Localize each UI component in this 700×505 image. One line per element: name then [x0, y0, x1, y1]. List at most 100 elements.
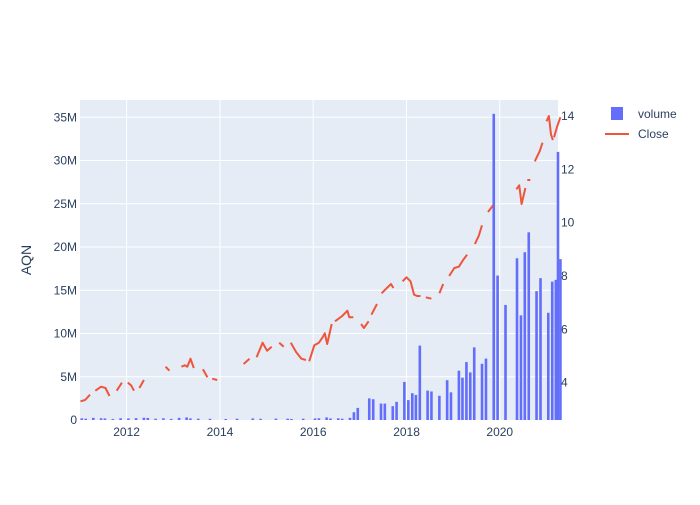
- volume-bar: [356, 407, 360, 420]
- volume-bar: [395, 401, 398, 420]
- volume-bar: [410, 393, 414, 420]
- volume-bar: [134, 418, 138, 420]
- volume-bar: [379, 403, 383, 420]
- volume-bar: [154, 418, 157, 420]
- volume-bar: [127, 418, 130, 420]
- volume-bar: [274, 418, 278, 420]
- close-line-segment: [289, 342, 307, 361]
- volume-bar: [391, 406, 395, 420]
- volume-bar: [290, 418, 293, 420]
- close-line-segment: [515, 184, 527, 205]
- close-line-segment: [438, 283, 445, 294]
- volume-bar: [449, 392, 453, 420]
- volume-bar: [546, 312, 550, 420]
- y-left-tick-label: 20M: [54, 240, 77, 254]
- volume-bar: [539, 278, 542, 420]
- volume-bar: [472, 347, 476, 420]
- volume-bar: [169, 418, 173, 420]
- close-line-segment: [211, 377, 218, 381]
- y-left-tick-label: 0: [70, 413, 77, 427]
- legend-item-close[interactable]: Close: [605, 127, 669, 141]
- volume-bar: [251, 418, 255, 420]
- volume-bar: [556, 151, 560, 420]
- close-line-segment: [80, 394, 91, 403]
- y-left-tick-label: 30M: [54, 154, 77, 168]
- volume-bar: [484, 358, 488, 420]
- volume-bar: [352, 412, 356, 420]
- legend[interactable]: volume Close: [605, 107, 677, 141]
- close-line-segment: [360, 320, 370, 329]
- volume-bar: [313, 418, 317, 420]
- plot-area: [80, 100, 558, 420]
- volume-bar: [559, 259, 562, 420]
- close-line-segment: [127, 381, 135, 392]
- volume-bar: [119, 418, 122, 420]
- close-line-segment: [115, 382, 123, 392]
- volume-bar: [515, 258, 519, 420]
- x-axis: 2012 2014 2016 2018 2020: [113, 425, 513, 439]
- y-right-tick-label: 8: [561, 269, 568, 283]
- volume-bar: [80, 418, 84, 420]
- y-right-tick-label: 4: [561, 376, 568, 390]
- close-line-segment: [278, 341, 285, 348]
- close-line-segment: [370, 303, 378, 316]
- y-right-tick-label: 14: [561, 109, 575, 123]
- close-line-segment: [164, 366, 171, 372]
- volume-bar: [259, 418, 262, 420]
- volume-bar: [480, 363, 484, 420]
- volume-bar: [418, 345, 422, 420]
- volume-bar: [371, 399, 375, 420]
- volume-bar: [535, 291, 538, 420]
- y-left-tick-label: 25M: [54, 197, 77, 211]
- volume-bar: [426, 390, 429, 420]
- legend-label-close: Close: [638, 127, 669, 141]
- close-line-segment: [545, 115, 554, 141]
- volume-bar: [146, 417, 150, 420]
- volume-bar: [504, 304, 507, 420]
- volume-bar: [99, 418, 103, 420]
- volume-bar: [465, 362, 468, 420]
- close-line-segment: [553, 116, 562, 138]
- y-right-tick-label: 10: [561, 216, 575, 230]
- close-line-segment: [533, 142, 544, 162]
- volume-bar: [224, 418, 228, 420]
- y-left-tick-label: 35M: [54, 110, 77, 124]
- volume-bar: [348, 417, 352, 420]
- close-line-segment: [94, 385, 111, 397]
- y-right-tick-label: 12: [561, 162, 575, 176]
- volume-bar: [554, 279, 558, 420]
- volume-bar: [336, 418, 340, 420]
- volume-bar: [496, 275, 499, 420]
- volume-bar: [527, 232, 531, 420]
- close-line-segment: [255, 341, 273, 358]
- volume-bar: [196, 418, 200, 420]
- x-tick-label: 2014: [207, 425, 234, 439]
- y-left-tick-label: 10M: [54, 327, 77, 341]
- close-line-segment: [473, 225, 483, 245]
- volume-bar: [111, 418, 115, 420]
- x-tick-label: 2020: [486, 425, 513, 439]
- volume-bar: [317, 418, 321, 420]
- volume-bar: [461, 377, 464, 420]
- volume-bar: [438, 395, 441, 420]
- y-axis-left: 0 5M 10M 15M 20M 25M 30M 35M: [54, 110, 78, 427]
- close-line-segment: [308, 323, 333, 362]
- volume-bar: [91, 417, 95, 420]
- volume-bar: [430, 391, 433, 420]
- volume-bar: [142, 417, 146, 420]
- x-tick-label: 2016: [300, 425, 327, 439]
- legend-item-volume[interactable]: volume: [611, 107, 677, 121]
- volume-bar: [103, 418, 107, 420]
- legend-swatch-volume: [611, 107, 623, 120]
- volume-bar: [457, 370, 461, 420]
- volume-bar: [84, 418, 88, 420]
- volume-bar: [162, 418, 165, 420]
- y-left-tick-label: 15M: [54, 283, 77, 297]
- volume-bars: [80, 113, 562, 421]
- y-axis-title: AQN: [18, 245, 34, 275]
- y-left-tick-label: 5M: [60, 370, 77, 384]
- volume-bar: [445, 380, 449, 420]
- close-line-segment: [202, 368, 209, 378]
- close-line-segment: [181, 357, 195, 369]
